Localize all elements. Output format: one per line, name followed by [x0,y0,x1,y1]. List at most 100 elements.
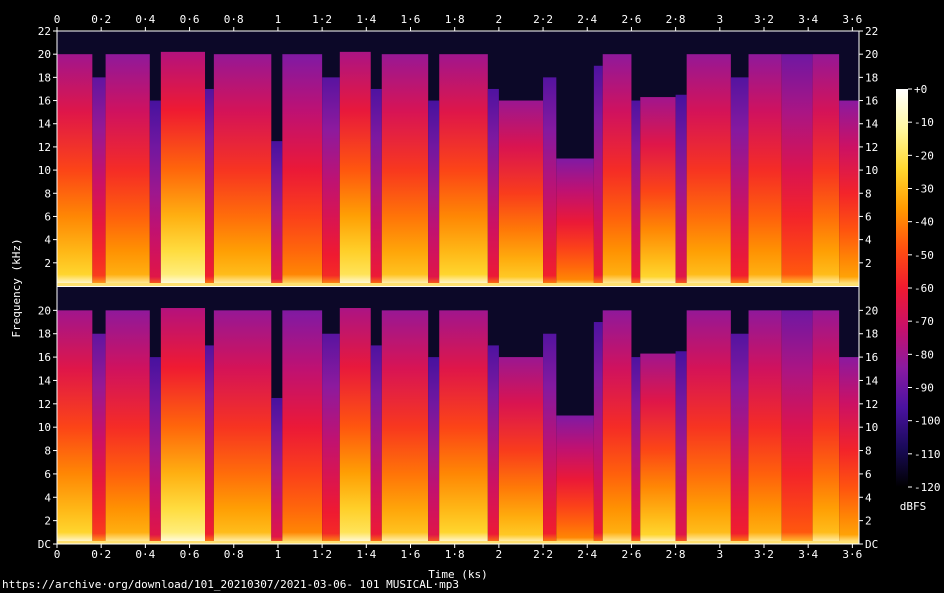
spectrum-segment [92,77,106,286]
spectrum-segment [748,310,782,544]
spectrum-segment [631,100,641,286]
x-tick-label-top: 0·2 [91,13,111,26]
x-tick-label-top: 3·2 [754,13,774,26]
y-tick-label-right: 6 [865,210,872,223]
spectrum-segment [730,77,749,286]
y-tick-label-right: 20 [865,48,878,61]
spectrum-segment [339,51,371,287]
spectrum-segment [686,54,731,286]
spectrum-segment [370,88,382,286]
spectrum-segment [271,397,283,544]
y-axis-label: Frequency (kHz) [10,238,23,337]
x-tick-label-top: 1·4 [356,13,376,26]
x-tick-label-bottom: 1·4 [356,548,376,561]
x-tick-label-top: 1 [275,13,282,26]
spectrum-segment [370,345,382,544]
x-tick-label-top: 2·2 [533,13,553,26]
colorbar-tick-label: -100 [914,415,941,428]
y-tick-label-right: 4 [865,491,872,504]
spectrum-segment [543,77,557,286]
x-tick-label-bottom: 1·6 [401,548,421,561]
x-tick-label-bottom: 0 [54,548,61,561]
y-tick-label-left: 14 [38,374,52,387]
spectrum-segment [439,310,488,544]
y-tick-label-left: 6 [44,468,51,481]
spectrum-segment [105,310,150,544]
y-tick-label-left: 10 [38,164,51,177]
y-tick-label-right: 12 [865,141,878,154]
dc-band [57,283,859,286]
source-url: https://archive·org/download/101_2021030… [2,578,459,591]
spectrum-segment [640,97,676,287]
y-tick-label-right: 12 [865,398,878,411]
spectrum-segment [205,345,214,544]
spectrum-segment [381,54,429,286]
x-tick-label-top: 3·4 [798,13,818,26]
spectrum-segment [839,100,859,286]
spectrum-segment [498,100,544,286]
x-tick-label-bottom: 1·8 [445,548,465,561]
x-tick-label-top: 0·4 [135,13,155,26]
colorbar-tick-label: -50 [914,249,934,262]
spectrum-segment [339,308,371,544]
spectrum-segment [149,357,161,544]
y-tick-label-left: 6 [44,210,51,223]
spectrum-segment [105,54,150,286]
y-tick-label-left: 14 [38,118,52,131]
spectrum-segment [271,141,283,286]
spectrum-segment [593,65,603,286]
x-tick-label-bottom: 0·8 [224,548,244,561]
spectrum-segment [205,88,214,286]
y-tick-label-left: 2 [44,257,51,270]
x-tick-label-top: 0·8 [224,13,244,26]
y-tick-label-left: 2 [44,515,51,528]
y-tick-label-left: 8 [44,445,51,458]
dc-band [57,541,859,544]
spectrum-segment [812,54,840,286]
x-tick-label-top: 0·6 [180,13,200,26]
y-tick-label-right: 14 [865,118,879,131]
spectrum-segment [381,310,429,544]
colorbar-gradient [896,89,908,487]
spectrum-segment [428,357,440,544]
spectrum-segment [602,310,632,544]
colorbar-tick-label: +0 [914,83,927,96]
spectrum-segment [322,77,340,286]
spectrum-segment [675,94,687,286]
spectrum-segment [160,308,206,544]
colorbar-tick-label: -30 [914,183,934,196]
colorbar-label: dBFS [900,500,927,513]
x-tick-label-top: 0 [54,13,61,26]
colorbar-tick-label: -120 [914,481,941,494]
spectrum-segment [593,322,603,544]
spectrum-segment [748,54,782,286]
x-tick-label-bottom: 2·4 [577,548,597,561]
spectrum-segment [556,158,594,286]
y-tick-label-right: DC [865,538,878,551]
y-tick-label-right: 4 [865,234,872,247]
x-tick-label-bottom: 3 [716,548,723,561]
spectrum-segment [92,333,106,544]
x-tick-label-bottom: 0·6 [180,548,200,561]
x-tick-label-bottom: 0·4 [135,548,155,561]
y-tick-label-left: 22 [38,25,51,38]
plot-frame [56,30,860,545]
y-tick-label-right: 20 [865,304,878,317]
x-tick-label-top: 3 [716,13,723,26]
colorbar-tick-label: -20 [914,149,934,162]
x-tick-label-top: 1·8 [445,13,465,26]
spectrum-segment [57,310,93,544]
x-tick-label-top: 2·4 [577,13,597,26]
y-tick-label-right: 10 [865,164,878,177]
colorbar-tick-label: -110 [914,448,941,461]
y-tick-label-left: 20 [38,304,51,317]
x-tick-label-bottom: 3·6 [842,548,862,561]
x-tick-label-bottom: 2 [496,548,503,561]
spectrum-segment [781,54,813,286]
colorbar-tick-label: -60 [914,282,934,295]
x-axis-label: Time (ks) [428,568,488,581]
spectrum-segment [730,333,749,544]
x-tick-label-bottom: 3·4 [798,548,818,561]
y-tick-label-right: 2 [865,515,872,528]
